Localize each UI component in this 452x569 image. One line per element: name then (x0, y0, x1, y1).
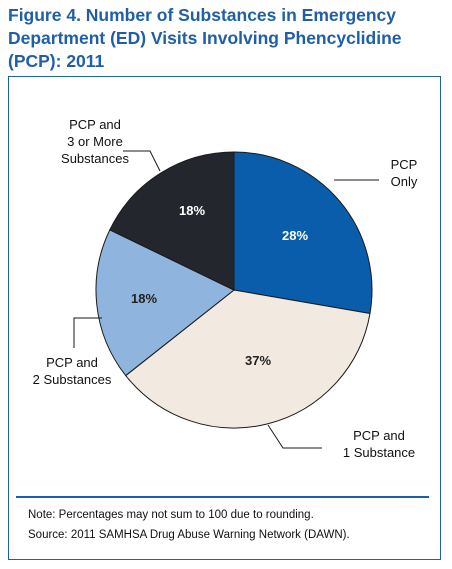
chart-title: Figure 4. Number of Substances in Emerge… (8, 5, 402, 71)
slice-value-label: 18% (131, 291, 157, 306)
source-note: Source: 2011 SAMHSA Drug Abuse Warning N… (28, 529, 350, 541)
pie-slice (233, 151, 373, 315)
chart-frame (8, 76, 441, 560)
leader-line (267, 424, 322, 449)
slice-category-label: PCP and 3 or More Substances (61, 117, 129, 166)
divider (16, 496, 429, 498)
slice-value-label: 37% (245, 353, 271, 368)
pie-slice (95, 229, 235, 377)
slice-category-label: PCP and 1 Substance (343, 428, 415, 460)
slice-value-label: 28% (282, 228, 308, 243)
slice-value-label: 18% (179, 203, 205, 218)
pie-slice (109, 151, 235, 291)
rounding-note: Note: Percentages may not sum to 100 due… (28, 509, 314, 521)
slice-category-label: PCP and 2 Substances (33, 355, 112, 387)
leader-line (73, 317, 102, 348)
pie-slice (125, 289, 371, 429)
slice-category-label: PCP Only (391, 157, 418, 189)
leader-line (123, 150, 161, 172)
